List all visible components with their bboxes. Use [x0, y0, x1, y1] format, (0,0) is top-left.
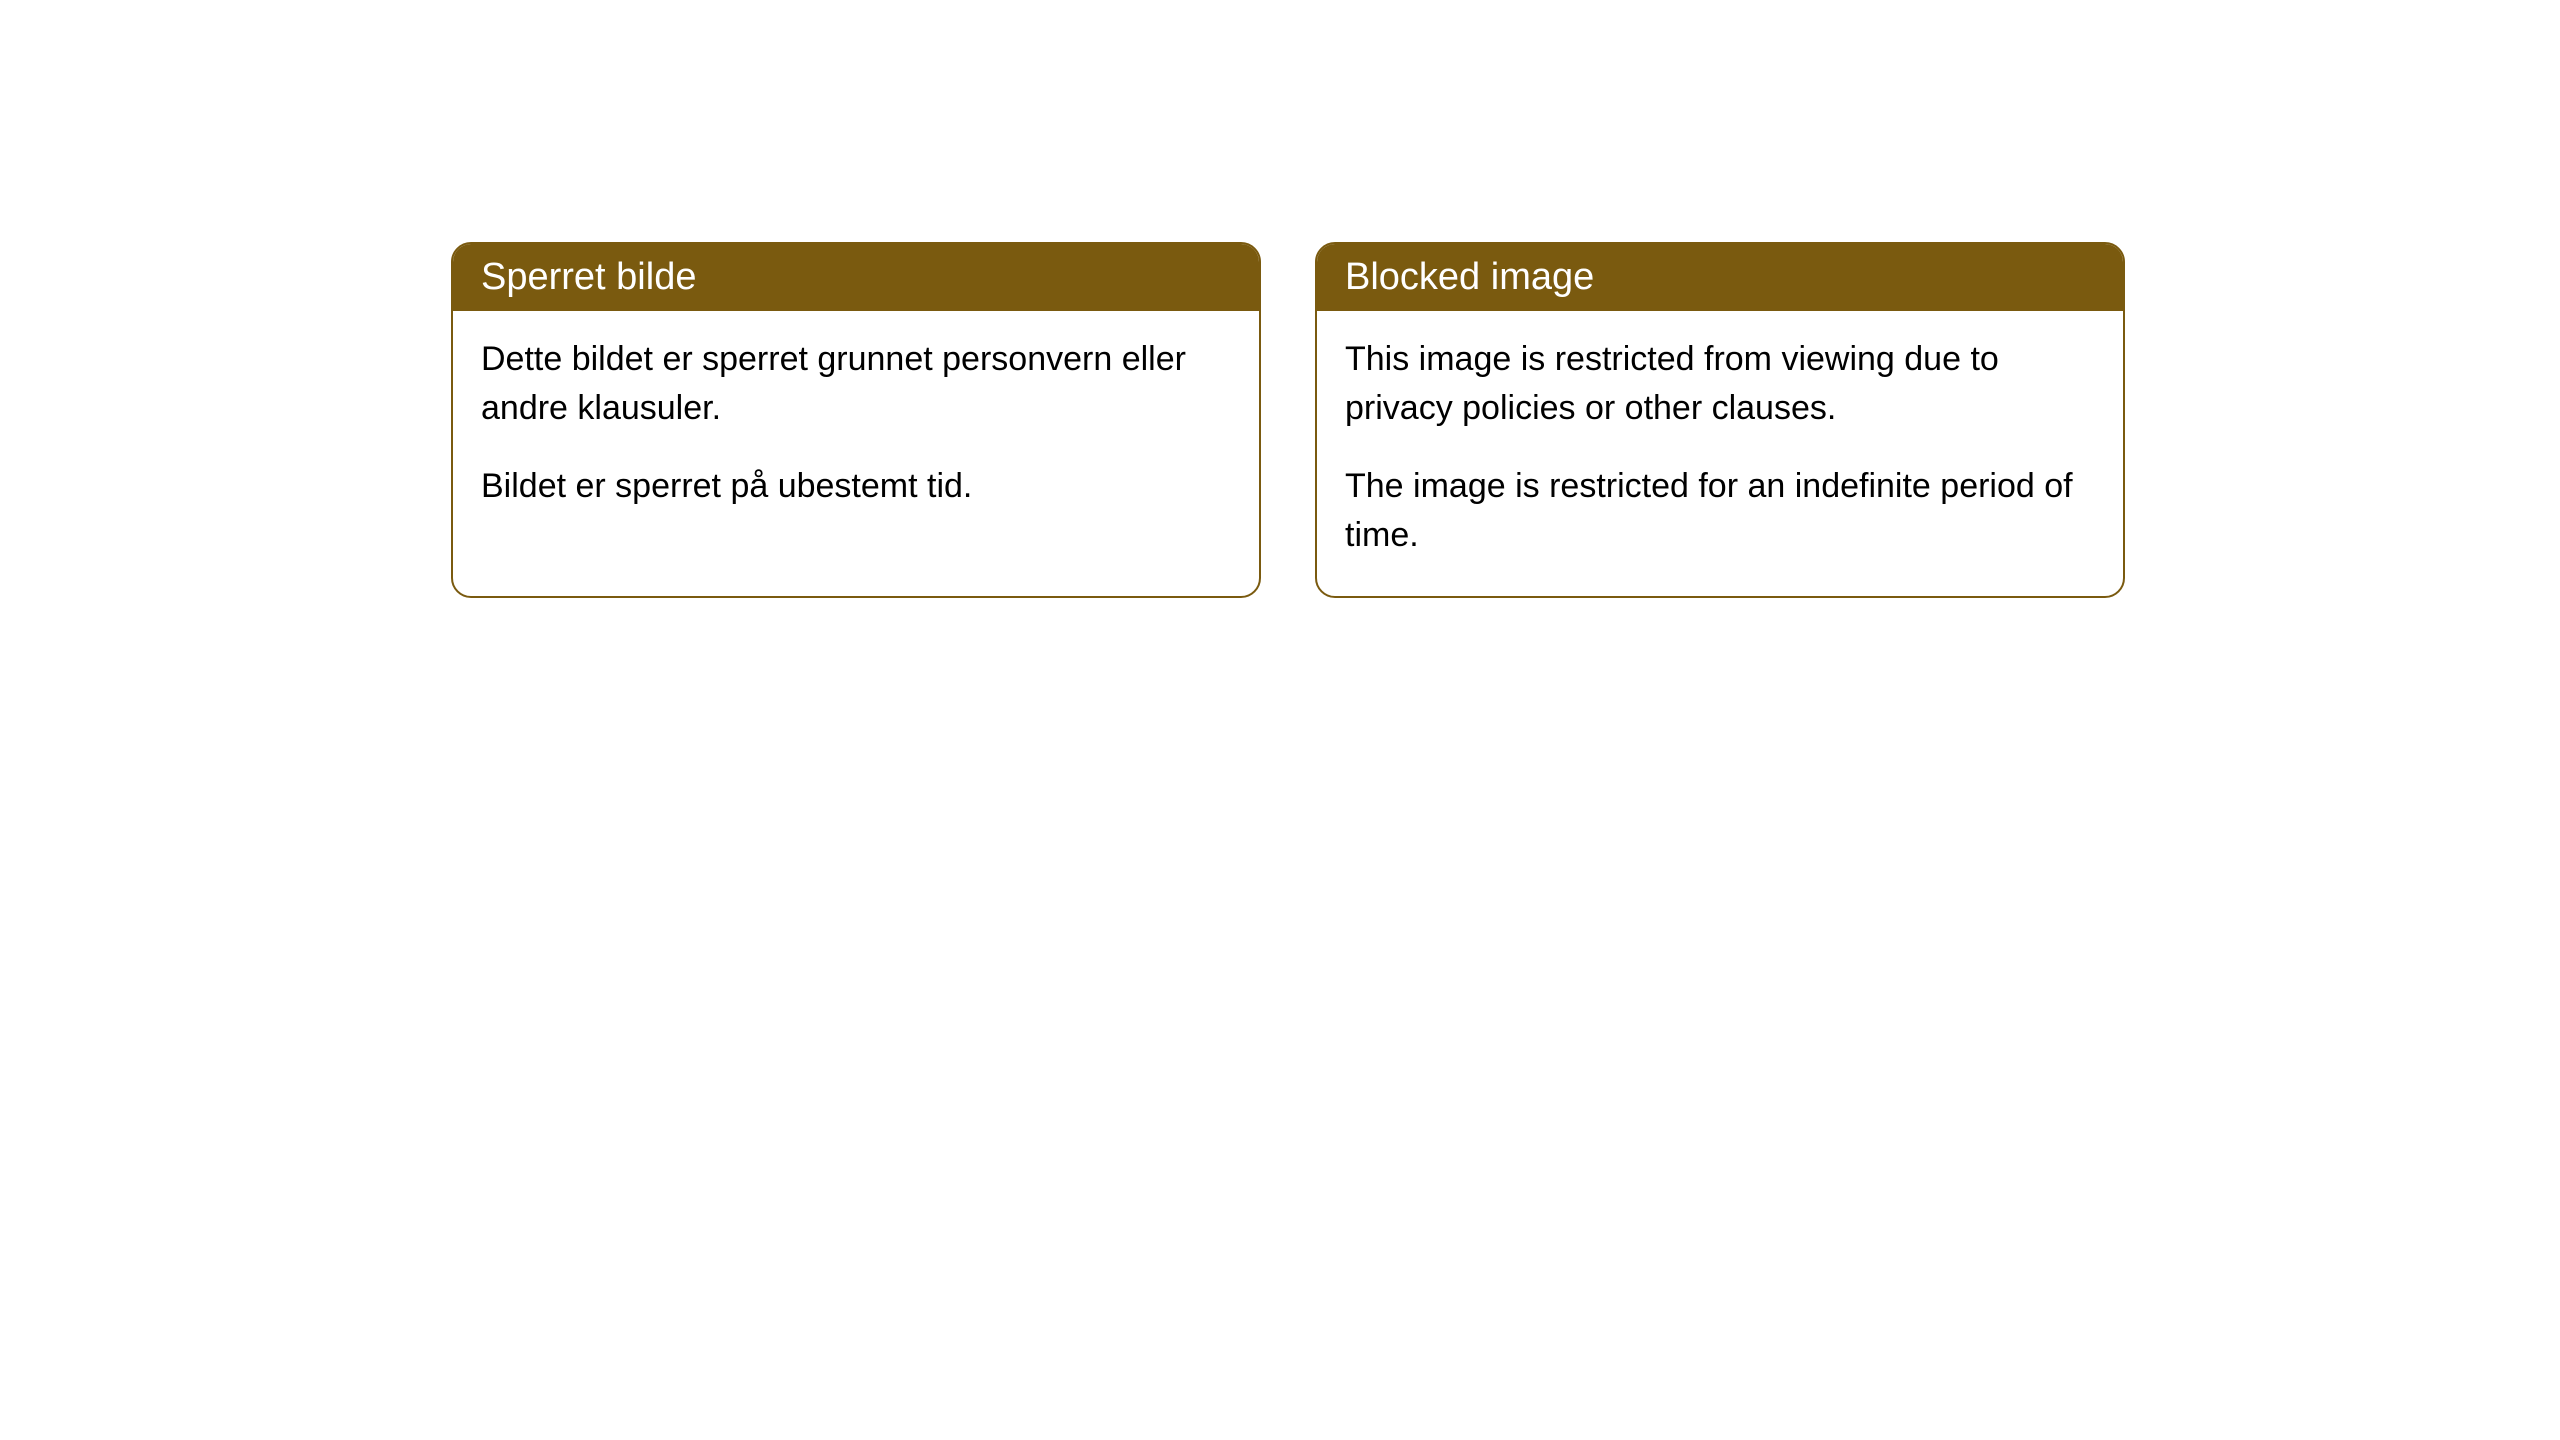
notice-paragraph-2-norwegian: Bildet er sperret på ubestemt tid.	[481, 462, 1231, 511]
notice-container: Sperret bilde Dette bildet er sperret gr…	[451, 242, 2125, 598]
notice-header-norwegian: Sperret bilde	[453, 244, 1259, 311]
notice-card-norwegian: Sperret bilde Dette bildet er sperret gr…	[451, 242, 1261, 598]
notice-header-english: Blocked image	[1317, 244, 2123, 311]
notice-body-english: This image is restricted from viewing du…	[1317, 311, 2123, 596]
notice-paragraph-1-english: This image is restricted from viewing du…	[1345, 335, 2095, 434]
notice-paragraph-2-english: The image is restricted for an indefinit…	[1345, 462, 2095, 561]
notice-card-english: Blocked image This image is restricted f…	[1315, 242, 2125, 598]
notice-body-norwegian: Dette bildet er sperret grunnet personve…	[453, 311, 1259, 547]
notice-paragraph-1-norwegian: Dette bildet er sperret grunnet personve…	[481, 335, 1231, 434]
